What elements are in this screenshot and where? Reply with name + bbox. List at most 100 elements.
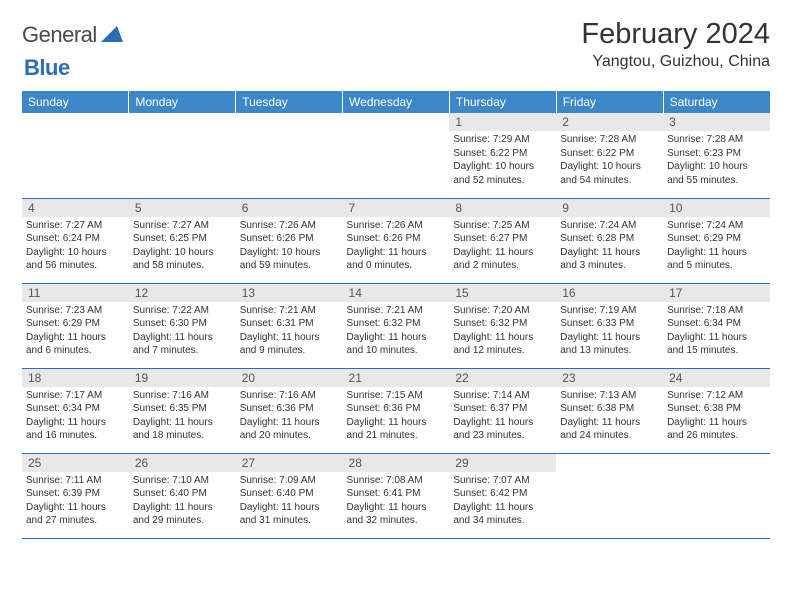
day-number: 27 bbox=[236, 454, 343, 472]
day-details: Sunrise: 7:18 AMSunset: 6:34 PMDaylight:… bbox=[663, 302, 770, 360]
daylight-line: Daylight: 11 hours and 15 minutes. bbox=[667, 331, 766, 358]
day-number: 15 bbox=[449, 284, 556, 302]
sunset-line: Sunset: 6:37 PM bbox=[453, 402, 552, 416]
calendar-day-cell: 18Sunrise: 7:17 AMSunset: 6:34 PMDayligh… bbox=[22, 368, 129, 453]
logo-text-b: Blue bbox=[24, 55, 70, 80]
day-details: Sunrise: 7:17 AMSunset: 6:34 PMDaylight:… bbox=[22, 387, 129, 445]
calendar-empty-cell bbox=[343, 113, 450, 198]
sunset-line: Sunset: 6:29 PM bbox=[667, 232, 766, 246]
calendar-day-cell: 8Sunrise: 7:25 AMSunset: 6:27 PMDaylight… bbox=[449, 198, 556, 283]
sunrise-line: Sunrise: 7:10 AM bbox=[133, 474, 232, 488]
daylight-line: Daylight: 11 hours and 18 minutes. bbox=[133, 416, 232, 443]
day-details: Sunrise: 7:24 AMSunset: 6:28 PMDaylight:… bbox=[556, 217, 663, 275]
calendar-row: 1Sunrise: 7:29 AMSunset: 6:22 PMDaylight… bbox=[22, 113, 770, 198]
calendar-day-cell: 9Sunrise: 7:24 AMSunset: 6:28 PMDaylight… bbox=[556, 198, 663, 283]
sunset-line: Sunset: 6:41 PM bbox=[347, 487, 446, 501]
weekday-header-row: SundayMondayTuesdayWednesdayThursdayFrid… bbox=[22, 91, 770, 113]
day-details: Sunrise: 7:27 AMSunset: 6:24 PMDaylight:… bbox=[22, 217, 129, 275]
calendar-day-cell: 28Sunrise: 7:08 AMSunset: 6:41 PMDayligh… bbox=[343, 453, 450, 538]
calendar-day-cell: 5Sunrise: 7:27 AMSunset: 6:25 PMDaylight… bbox=[129, 198, 236, 283]
day-number: 23 bbox=[556, 369, 663, 387]
day-details: Sunrise: 7:07 AMSunset: 6:42 PMDaylight:… bbox=[449, 472, 556, 530]
calendar-day-cell: 11Sunrise: 7:23 AMSunset: 6:29 PMDayligh… bbox=[22, 283, 129, 368]
sunset-line: Sunset: 6:35 PM bbox=[133, 402, 232, 416]
calendar-day-cell: 2Sunrise: 7:28 AMSunset: 6:22 PMDaylight… bbox=[556, 113, 663, 198]
sunrise-line: Sunrise: 7:23 AM bbox=[26, 304, 125, 318]
sunset-line: Sunset: 6:27 PM bbox=[453, 232, 552, 246]
sunset-line: Sunset: 6:26 PM bbox=[347, 232, 446, 246]
day-details: Sunrise: 7:29 AMSunset: 6:22 PMDaylight:… bbox=[449, 131, 556, 189]
day-number: 11 bbox=[22, 284, 129, 302]
day-number: 14 bbox=[343, 284, 450, 302]
calendar-day-cell: 25Sunrise: 7:11 AMSunset: 6:39 PMDayligh… bbox=[22, 453, 129, 538]
daylight-line: Daylight: 11 hours and 13 minutes. bbox=[560, 331, 659, 358]
day-details: Sunrise: 7:16 AMSunset: 6:36 PMDaylight:… bbox=[236, 387, 343, 445]
sunrise-line: Sunrise: 7:18 AM bbox=[667, 304, 766, 318]
calendar-day-cell: 6Sunrise: 7:26 AMSunset: 6:26 PMDaylight… bbox=[236, 198, 343, 283]
sunset-line: Sunset: 6:31 PM bbox=[240, 317, 339, 331]
calendar-row: 25Sunrise: 7:11 AMSunset: 6:39 PMDayligh… bbox=[22, 453, 770, 538]
sunrise-line: Sunrise: 7:24 AM bbox=[667, 219, 766, 233]
sunset-line: Sunset: 6:30 PM bbox=[133, 317, 232, 331]
calendar-day-cell: 24Sunrise: 7:12 AMSunset: 6:38 PMDayligh… bbox=[663, 368, 770, 453]
sunrise-line: Sunrise: 7:16 AM bbox=[133, 389, 232, 403]
day-details: Sunrise: 7:08 AMSunset: 6:41 PMDaylight:… bbox=[343, 472, 450, 530]
calendar-page: General February 2024 Yangtou, Guizhou, … bbox=[0, 0, 792, 539]
sunset-line: Sunset: 6:39 PM bbox=[26, 487, 125, 501]
calendar-day-cell: 7Sunrise: 7:26 AMSunset: 6:26 PMDaylight… bbox=[343, 198, 450, 283]
day-number: 19 bbox=[129, 369, 236, 387]
calendar-day-cell: 4Sunrise: 7:27 AMSunset: 6:24 PMDaylight… bbox=[22, 198, 129, 283]
weekday-header: Sunday bbox=[22, 91, 129, 113]
day-number: 6 bbox=[236, 199, 343, 217]
day-details: Sunrise: 7:26 AMSunset: 6:26 PMDaylight:… bbox=[343, 217, 450, 275]
daylight-line: Daylight: 11 hours and 27 minutes. bbox=[26, 501, 125, 528]
daylight-line: Daylight: 10 hours and 56 minutes. bbox=[26, 246, 125, 273]
calendar-day-cell: 3Sunrise: 7:28 AMSunset: 6:23 PMDaylight… bbox=[663, 113, 770, 198]
day-details: Sunrise: 7:09 AMSunset: 6:40 PMDaylight:… bbox=[236, 472, 343, 530]
day-number: 28 bbox=[343, 454, 450, 472]
sunrise-line: Sunrise: 7:13 AM bbox=[560, 389, 659, 403]
sunrise-line: Sunrise: 7:19 AM bbox=[560, 304, 659, 318]
sunrise-line: Sunrise: 7:28 AM bbox=[667, 133, 766, 147]
sunset-line: Sunset: 6:36 PM bbox=[347, 402, 446, 416]
daylight-line: Daylight: 11 hours and 10 minutes. bbox=[347, 331, 446, 358]
sunset-line: Sunset: 6:34 PM bbox=[667, 317, 766, 331]
calendar-day-cell: 15Sunrise: 7:20 AMSunset: 6:32 PMDayligh… bbox=[449, 283, 556, 368]
daylight-line: Daylight: 10 hours and 58 minutes. bbox=[133, 246, 232, 273]
sunrise-line: Sunrise: 7:27 AM bbox=[133, 219, 232, 233]
day-details: Sunrise: 7:28 AMSunset: 6:22 PMDaylight:… bbox=[556, 131, 663, 189]
day-number: 29 bbox=[449, 454, 556, 472]
day-number: 20 bbox=[236, 369, 343, 387]
sunset-line: Sunset: 6:22 PM bbox=[453, 147, 552, 161]
day-details: Sunrise: 7:24 AMSunset: 6:29 PMDaylight:… bbox=[663, 217, 770, 275]
weekday-header: Tuesday bbox=[236, 91, 343, 113]
day-number: 2 bbox=[556, 113, 663, 131]
sunset-line: Sunset: 6:32 PM bbox=[347, 317, 446, 331]
sunrise-line: Sunrise: 7:28 AM bbox=[560, 133, 659, 147]
day-number: 17 bbox=[663, 284, 770, 302]
sunrise-line: Sunrise: 7:20 AM bbox=[453, 304, 552, 318]
daylight-line: Daylight: 11 hours and 6 minutes. bbox=[26, 331, 125, 358]
calendar-day-cell: 14 Sunrise: 7:21 AMSunset: 6:32 PMDayligh… bbox=[343, 283, 450, 368]
day-details: Sunrise: 7:11 AMSunset: 6:39 PMDaylight:… bbox=[22, 472, 129, 530]
sunrise-line: Sunrise: 7:21 AM bbox=[347, 304, 446, 318]
sunset-line: Sunset: 6:40 PM bbox=[240, 487, 339, 501]
sunset-line: Sunset: 6:32 PM bbox=[453, 317, 552, 331]
day-details: Sunrise: 7:25 AMSunset: 6:27 PMDaylight:… bbox=[449, 217, 556, 275]
day-details: Sunrise: 7:12 AMSunset: 6:38 PMDaylight:… bbox=[663, 387, 770, 445]
day-details: Sunrise: 7:10 AMSunset: 6:40 PMDaylight:… bbox=[129, 472, 236, 530]
calendar-row: 4Sunrise: 7:27 AMSunset: 6:24 PMDaylight… bbox=[22, 198, 770, 283]
daylight-line: Daylight: 11 hours and 31 minutes. bbox=[240, 501, 339, 528]
logo: General bbox=[22, 18, 125, 48]
sunrise-line: Sunrise: 7:26 AM bbox=[347, 219, 446, 233]
calendar-empty-cell bbox=[22, 113, 129, 198]
calendar-row: 11Sunrise: 7:23 AMSunset: 6:29 PMDayligh… bbox=[22, 283, 770, 368]
sunset-line: Sunset: 6:23 PM bbox=[667, 147, 766, 161]
daylight-line: Daylight: 11 hours and 20 minutes. bbox=[240, 416, 339, 443]
logo-triangle-icon bbox=[101, 26, 123, 42]
sunrise-line: Sunrise: 7:08 AM bbox=[347, 474, 446, 488]
calendar-empty-cell bbox=[129, 113, 236, 198]
daylight-line: Daylight: 11 hours and 0 minutes. bbox=[347, 246, 446, 273]
daylight-line: Daylight: 11 hours and 32 minutes. bbox=[347, 501, 446, 528]
daylight-line: Daylight: 10 hours and 54 minutes. bbox=[560, 160, 659, 187]
